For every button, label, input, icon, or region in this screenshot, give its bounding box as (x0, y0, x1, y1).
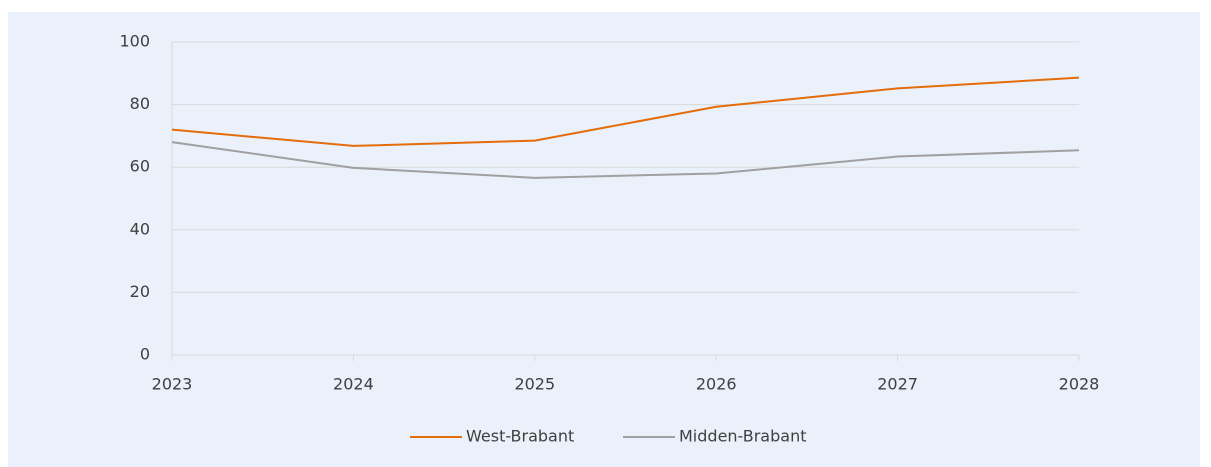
chart-background (8, 12, 1200, 467)
line-series (171, 141, 1080, 179)
x-tick-label: 2025 (514, 375, 555, 394)
line-series (171, 76, 1080, 147)
x-tick-label: 2028 (1059, 375, 1100, 394)
legend-label: Midden-Brabant (679, 427, 806, 446)
y-tick-label: 80 (130, 94, 150, 113)
x-tick-label: 2026 (696, 375, 737, 394)
legend-label: West-Brabant (466, 427, 574, 446)
x-tick-label: 2027 (877, 375, 918, 394)
y-tick-label: 100 (119, 32, 150, 51)
y-tick-label: 0 (140, 345, 150, 364)
x-tick-label: 2024 (333, 375, 374, 394)
y-tick-label: 20 (130, 282, 150, 301)
y-tick-label: 60 (130, 157, 150, 176)
y-tick-label: 40 (130, 219, 150, 238)
x-tick-label: 2023 (152, 375, 193, 394)
